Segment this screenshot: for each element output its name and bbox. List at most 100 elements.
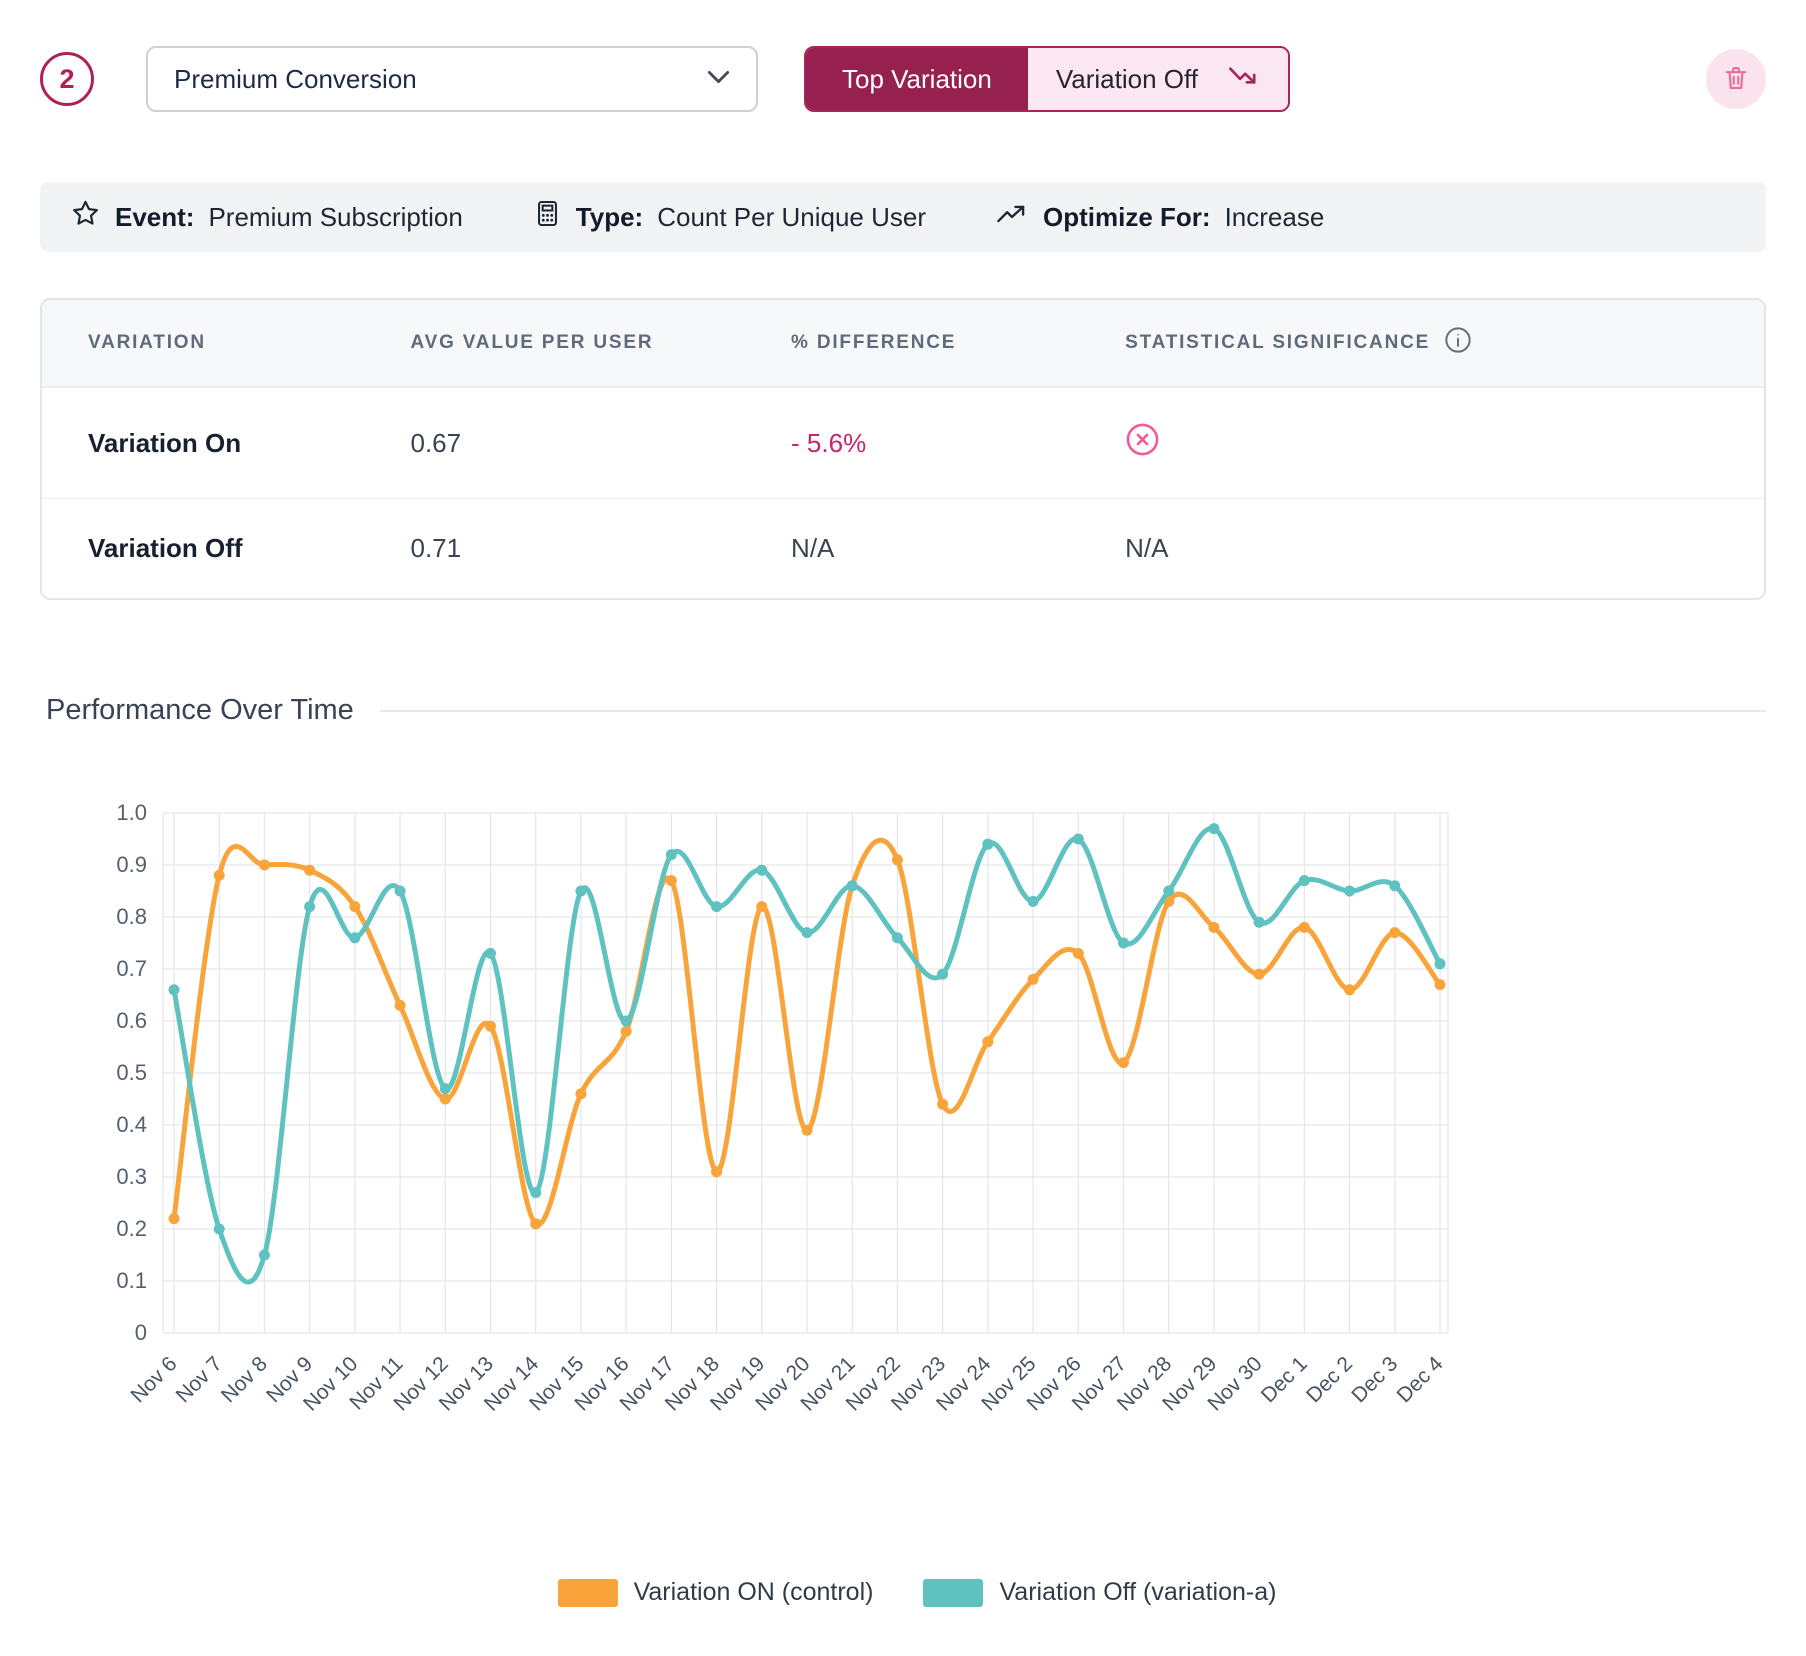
metric-dropdown-value: Premium Conversion [174,64,417,95]
series-point-1 [1028,896,1039,907]
series-point-1 [1208,823,1219,834]
metric-index-badge: 2 [40,52,94,106]
x-tick-label: Dec 4 [1392,1352,1447,1407]
metric-toolbar: 2 Premium Conversion Top Variation Varia… [40,46,1766,112]
y-tick-label: 0.6 [116,1008,147,1033]
y-tick-label: 0.8 [116,904,147,929]
series-point-0 [214,870,225,881]
legend-item-variation-on: Variation ON (control) [558,1578,874,1607]
circle-x-icon [1125,433,1160,463]
chart-legend: Variation ON (control) Variation Off (va… [68,1578,1766,1607]
series-point-0 [169,1213,180,1224]
series-point-0 [621,1026,632,1037]
series-point-1 [802,927,813,938]
significance-cell [1125,388,1764,498]
series-point-0 [349,901,360,912]
significance-cell: N/A [1125,499,1764,598]
series-point-0 [1299,922,1310,933]
series-point-1 [1163,886,1174,897]
column-header-variation: VARIATION [42,306,411,380]
legend-label: Variation Off (variation-a) [999,1578,1276,1607]
trash-icon [1722,64,1750,95]
chart-canvas: 00.10.20.30.40.50.60.70.80.91.0Nov 6Nov … [68,793,1458,1453]
x-tick-label: Nov 7 [172,1352,227,1407]
results-table: VARIATION AVG VALUE PER USER % DIFFERENC… [40,298,1766,600]
y-tick-label: 0.3 [116,1164,147,1189]
legend-swatch-orange [558,1579,618,1607]
series-point-1 [1299,875,1310,886]
column-header-significance: STATISTICAL SIGNIFICANCE [1125,300,1764,386]
series-point-1 [214,1224,225,1235]
info-icon[interactable] [1444,326,1472,360]
optimize-summary: Optimize For: Increase [996,202,1324,233]
series-point-1 [937,969,948,980]
series-point-1 [169,984,180,995]
series-point-1 [530,1187,541,1198]
series-point-0 [575,1088,586,1099]
series-point-0 [1118,1057,1129,1068]
series-point-0 [1073,948,1084,959]
table-row-variation-off: Variation Off 0.71 N/A N/A [42,498,1764,598]
series-point-0 [711,1166,722,1177]
series-point-0 [395,1000,406,1011]
star-icon [70,198,101,236]
series-point-1 [847,880,858,891]
series-point-1 [666,849,677,860]
series-point-1 [485,948,496,959]
series-point-0 [304,865,315,876]
legend-item-variation-off: Variation Off (variation-a) [923,1578,1276,1607]
x-tick-label: Dec 2 [1302,1352,1357,1407]
series-point-1 [304,901,315,912]
series-point-1 [259,1250,270,1261]
variation-name: Variation Off [42,499,411,598]
series-point-0 [1028,974,1039,985]
metric-panel: 2 Premium Conversion Top Variation Varia… [0,0,1806,1647]
y-tick-label: 0.2 [116,1216,147,1241]
top-variation-value-button[interactable]: Variation Off [1028,48,1288,110]
delete-metric-button[interactable] [1706,49,1766,109]
chart-section-head: Performance Over Time [46,694,1766,727]
series-point-1 [349,932,360,943]
type-value: Count Per Unique User [657,202,926,233]
series-point-0 [259,860,270,871]
series-point-0 [892,854,903,865]
series-point-0 [1435,979,1446,990]
series-point-1 [395,886,406,897]
series-point-0 [1344,984,1355,995]
series-point-1 [1073,834,1084,845]
series-point-1 [1435,958,1446,969]
table-row-variation-on: Variation On 0.67 - 5.6% [42,387,1764,498]
top-variation-value: Variation Off [1056,64,1198,95]
top-variation-toggle: Top Variation Variation Off [804,46,1290,112]
avg-value: 0.67 [411,394,792,493]
metric-dropdown[interactable]: Premium Conversion [146,46,758,112]
series-point-0 [530,1218,541,1229]
x-tick-label: Dec 1 [1257,1352,1312,1407]
series-point-1 [892,932,903,943]
legend-label: Variation ON (control) [634,1578,874,1607]
series-point-1 [575,886,586,897]
type-summary: Type: Count Per Unique User [533,199,926,235]
section-divider [380,710,1766,712]
series-point-0 [1389,927,1400,938]
event-value: Premium Subscription [208,202,462,233]
series-point-0 [440,1094,451,1105]
difference-value: - 5.6% [791,394,1125,493]
series-point-1 [440,1083,451,1094]
y-tick-label: 1.0 [116,800,147,825]
calculator-icon [533,199,562,235]
type-label: Type: [576,202,643,233]
y-tick-label: 0.5 [116,1060,147,1085]
column-header-avg-value: AVG VALUE PER USER [411,306,792,380]
y-tick-label: 0.7 [116,956,147,981]
series-point-0 [937,1099,948,1110]
event-label: Event: [115,202,194,233]
series-point-1 [1254,917,1265,928]
series-point-1 [1344,886,1355,897]
top-variation-button[interactable]: Top Variation [806,48,1028,110]
series-point-1 [1118,938,1129,949]
event-summary: Event: Premium Subscription [70,198,463,236]
difference-value: N/A [791,499,1125,598]
metric-summary-bar: Event: Premium Subscription Type: Count … [40,182,1766,252]
series-point-0 [982,1036,993,1047]
